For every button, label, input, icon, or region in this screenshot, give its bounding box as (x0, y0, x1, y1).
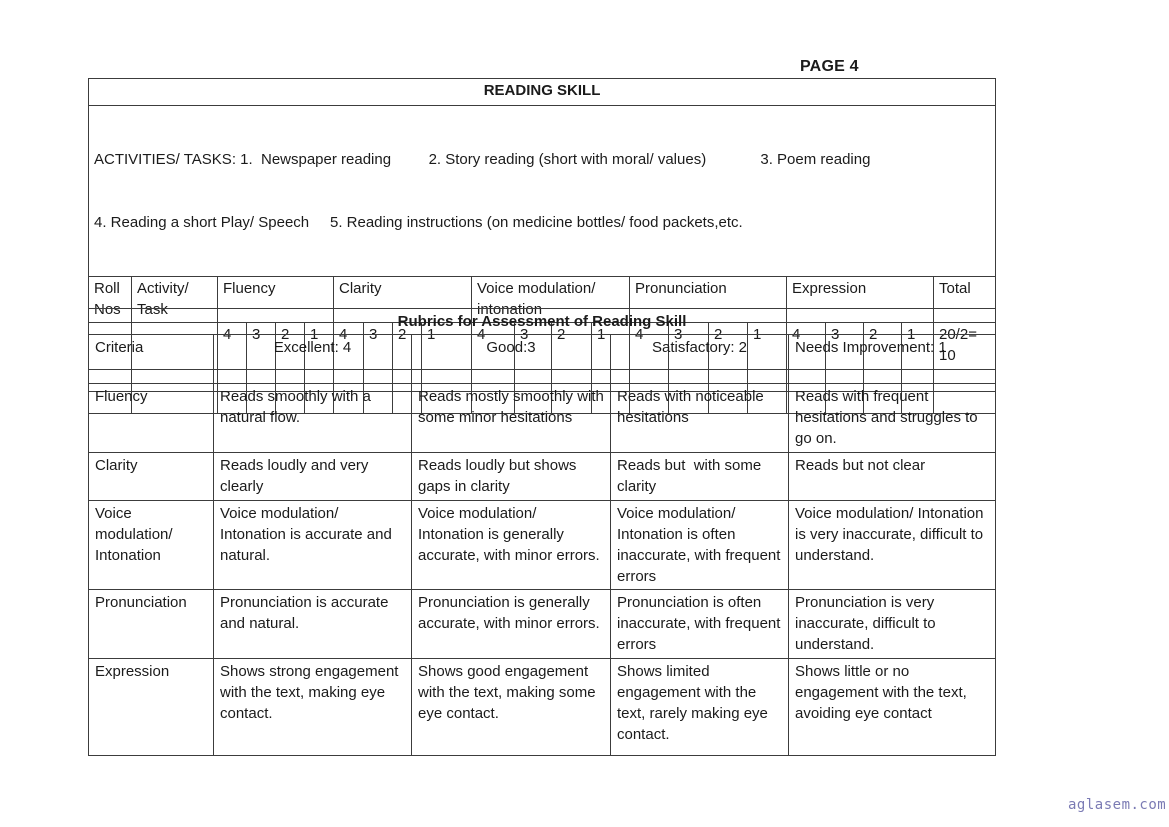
rubric-cell: Shows limited engagement with the text, … (610, 658, 789, 756)
rubrics-table: Rubrics for Assessment of Reading Skill … (87, 308, 997, 756)
rubric-cell: Pronunciation is generally accurate, wit… (411, 589, 611, 659)
rubrics-title: Rubrics for Assessment of Reading Skill (87, 308, 997, 335)
rubric-cell: Voice modulation/ Intonation is very ina… (787, 500, 997, 590)
rubric-cell: Reads but with some clarity (610, 452, 789, 501)
rubric-cell: Reads with noticeable hesitations (610, 383, 789, 453)
criterion-label: Fluency (88, 383, 214, 453)
rubric-cell: Reads smoothly with a natural flow. (213, 383, 412, 453)
rubric-cell: Voice modulation/ Intonation is often in… (610, 500, 789, 590)
activities-line-2: 4. Reading a short Play/ Speech 5. Readi… (94, 214, 743, 231)
activities-cell: ACTIVITIES/ TASKS: 1. Newspaper reading … (87, 105, 997, 277)
page-number-label: PAGE 4 (800, 58, 859, 75)
activities-line-1: ACTIVITIES/ TASKS: 1. Newspaper reading … (94, 151, 871, 168)
criterion-label: Pronunciation (88, 589, 214, 659)
good-column-header: Good:3 (411, 334, 611, 384)
satisfactory-column-header: Satisfactory: 2 (610, 334, 789, 384)
rubric-cell: Voice modulation/ Intonation is accurate… (213, 500, 412, 590)
rubric-cell: Pronunciation is often inaccurate, with … (610, 589, 789, 659)
rubric-cell: Pronunciation is accurate and natural. (213, 589, 412, 659)
rubric-row-voice-modulation: Voice modulation/ Intonation Voice modul… (88, 500, 997, 590)
rubric-cell: Reads but not clear (787, 452, 997, 501)
rubric-cell: Reads loudly and very clearly (213, 452, 412, 501)
criterion-label: Voice modulation/ Intonation (88, 500, 214, 590)
rubric-cell: Reads mostly smoothly with some minor he… (411, 383, 611, 453)
rubric-cell: Reads loudly but shows gaps in clarity (411, 452, 611, 501)
rubric-row-clarity: Clarity Reads loudly and very clearly Re… (88, 452, 997, 501)
rubric-cell: Voice modulation/ Intonation is generall… (411, 500, 611, 590)
score-table-title: READING SKILL (87, 78, 997, 106)
rubric-cell: Reads with frequent hesitations and stru… (787, 383, 997, 453)
criteria-column-header: Criteria (88, 334, 214, 384)
rubric-cell: Shows little or no engagement with the t… (787, 658, 997, 756)
rubric-cell: Shows strong engagement with the text, m… (213, 658, 412, 756)
criterion-label: Expression (88, 658, 214, 756)
needs-improvement-column-header: Needs Improvement: 1 (787, 334, 997, 384)
rubric-cell: Shows good engagement with the text, mak… (411, 658, 611, 756)
watermark-text: aglasem.com (1068, 797, 1167, 813)
rubric-row-expression: Expression Shows strong engagement with … (88, 658, 997, 756)
rubric-row-pronunciation: Pronunciation Pronunciation is accurate … (88, 589, 997, 659)
rubric-row-fluency: Fluency Reads smoothly with a natural fl… (88, 383, 997, 453)
rubric-cell: Pronunciation is very inaccurate, diffic… (787, 589, 997, 659)
excellent-column-header: Excellent: 4 (213, 334, 412, 384)
criterion-label: Clarity (88, 452, 214, 501)
